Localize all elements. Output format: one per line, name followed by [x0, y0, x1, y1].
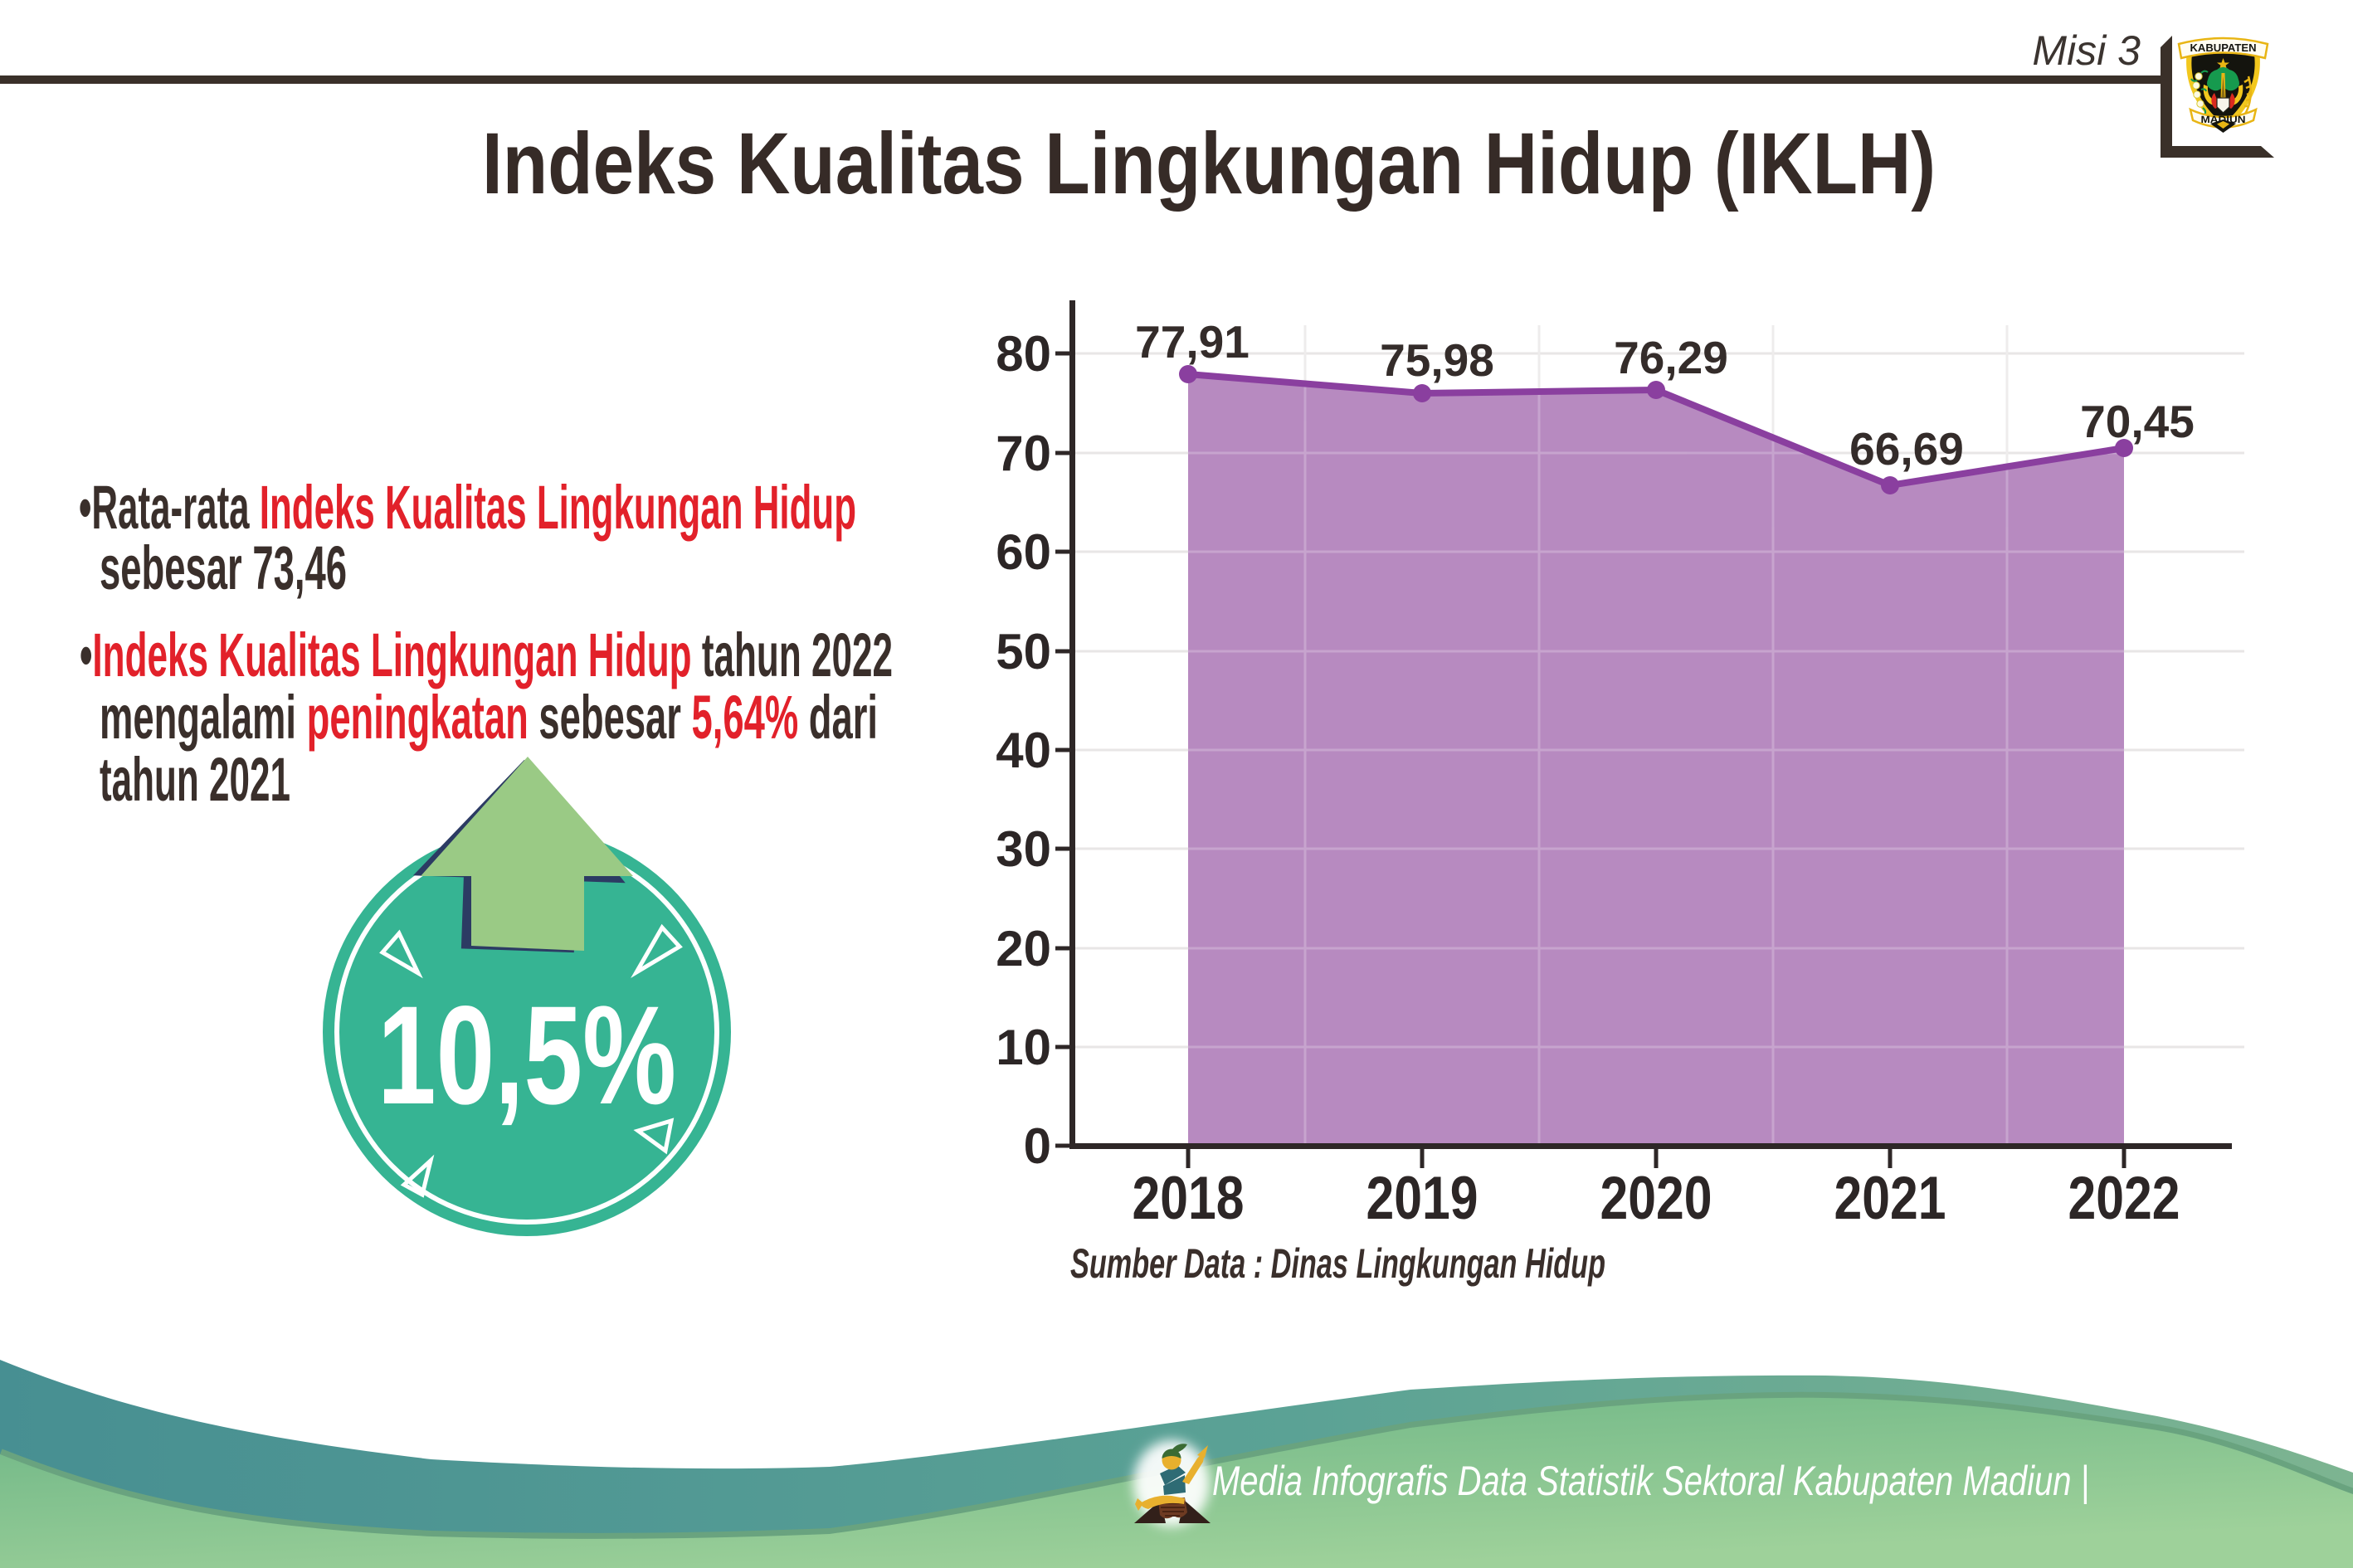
- svg-text:50: 50: [996, 624, 1051, 679]
- svg-text:•Indeks Kualitas Lingkungan Hi: •Indeks Kualitas Lingkungan Hidup tahun …: [80, 621, 893, 689]
- svg-text:KABUPATEN: KABUPATEN: [2190, 41, 2257, 54]
- svg-text:2018: 2018: [1133, 1165, 1245, 1232]
- svg-text:Sumber Data : Dinas Lingkungan: Sumber Data : Dinas Lingkungan Hidup: [1070, 1240, 1605, 1287]
- svg-text:2020: 2020: [1600, 1165, 1712, 1232]
- svg-text:80: 80: [996, 326, 1051, 382]
- svg-text:2022: 2022: [2068, 1165, 2180, 1232]
- svg-text:Indeks Kualitas Lingkungan Hid: Indeks Kualitas Lingkungan Hidup (IKLH): [482, 115, 1936, 212]
- svg-text:sebesar 73,46: sebesar 73,46: [100, 533, 347, 602]
- svg-text:0: 0: [1024, 1118, 1051, 1174]
- svg-text:2019: 2019: [1366, 1165, 1479, 1232]
- svg-text:76,29: 76,29: [1614, 332, 1728, 383]
- svg-text:2021: 2021: [1834, 1165, 1946, 1232]
- svg-text:77,91: 77,91: [1135, 316, 1250, 368]
- svg-text:10: 10: [996, 1020, 1051, 1075]
- svg-text:tahun 2021: tahun 2021: [100, 745, 290, 814]
- svg-text:Misi 3: Misi 3: [2032, 27, 2141, 74]
- svg-text:70,45: 70,45: [2080, 396, 2195, 447]
- svg-text:Media Infografis Data Statisti: Media Infografis Data Statistik Sektoral…: [1212, 1458, 2089, 1505]
- svg-text:66,69: 66,69: [1849, 423, 1964, 475]
- svg-text:60: 60: [996, 524, 1051, 580]
- svg-text:70: 70: [996, 426, 1051, 481]
- svg-text:20: 20: [996, 921, 1051, 976]
- svg-text:mengalami peningkatan sebesar: mengalami peningkatan sebesar 5,64% dari: [100, 683, 878, 752]
- svg-text:30: 30: [996, 821, 1051, 877]
- svg-text:40: 40: [996, 723, 1051, 778]
- svg-text:10,5%: 10,5%: [378, 976, 676, 1133]
- svg-text:•Rata-rata Indeks Kualitas Lin: •Rata-rata Indeks Kualitas Lingkungan Hi…: [79, 473, 856, 542]
- svg-text:75,98: 75,98: [1380, 334, 1494, 386]
